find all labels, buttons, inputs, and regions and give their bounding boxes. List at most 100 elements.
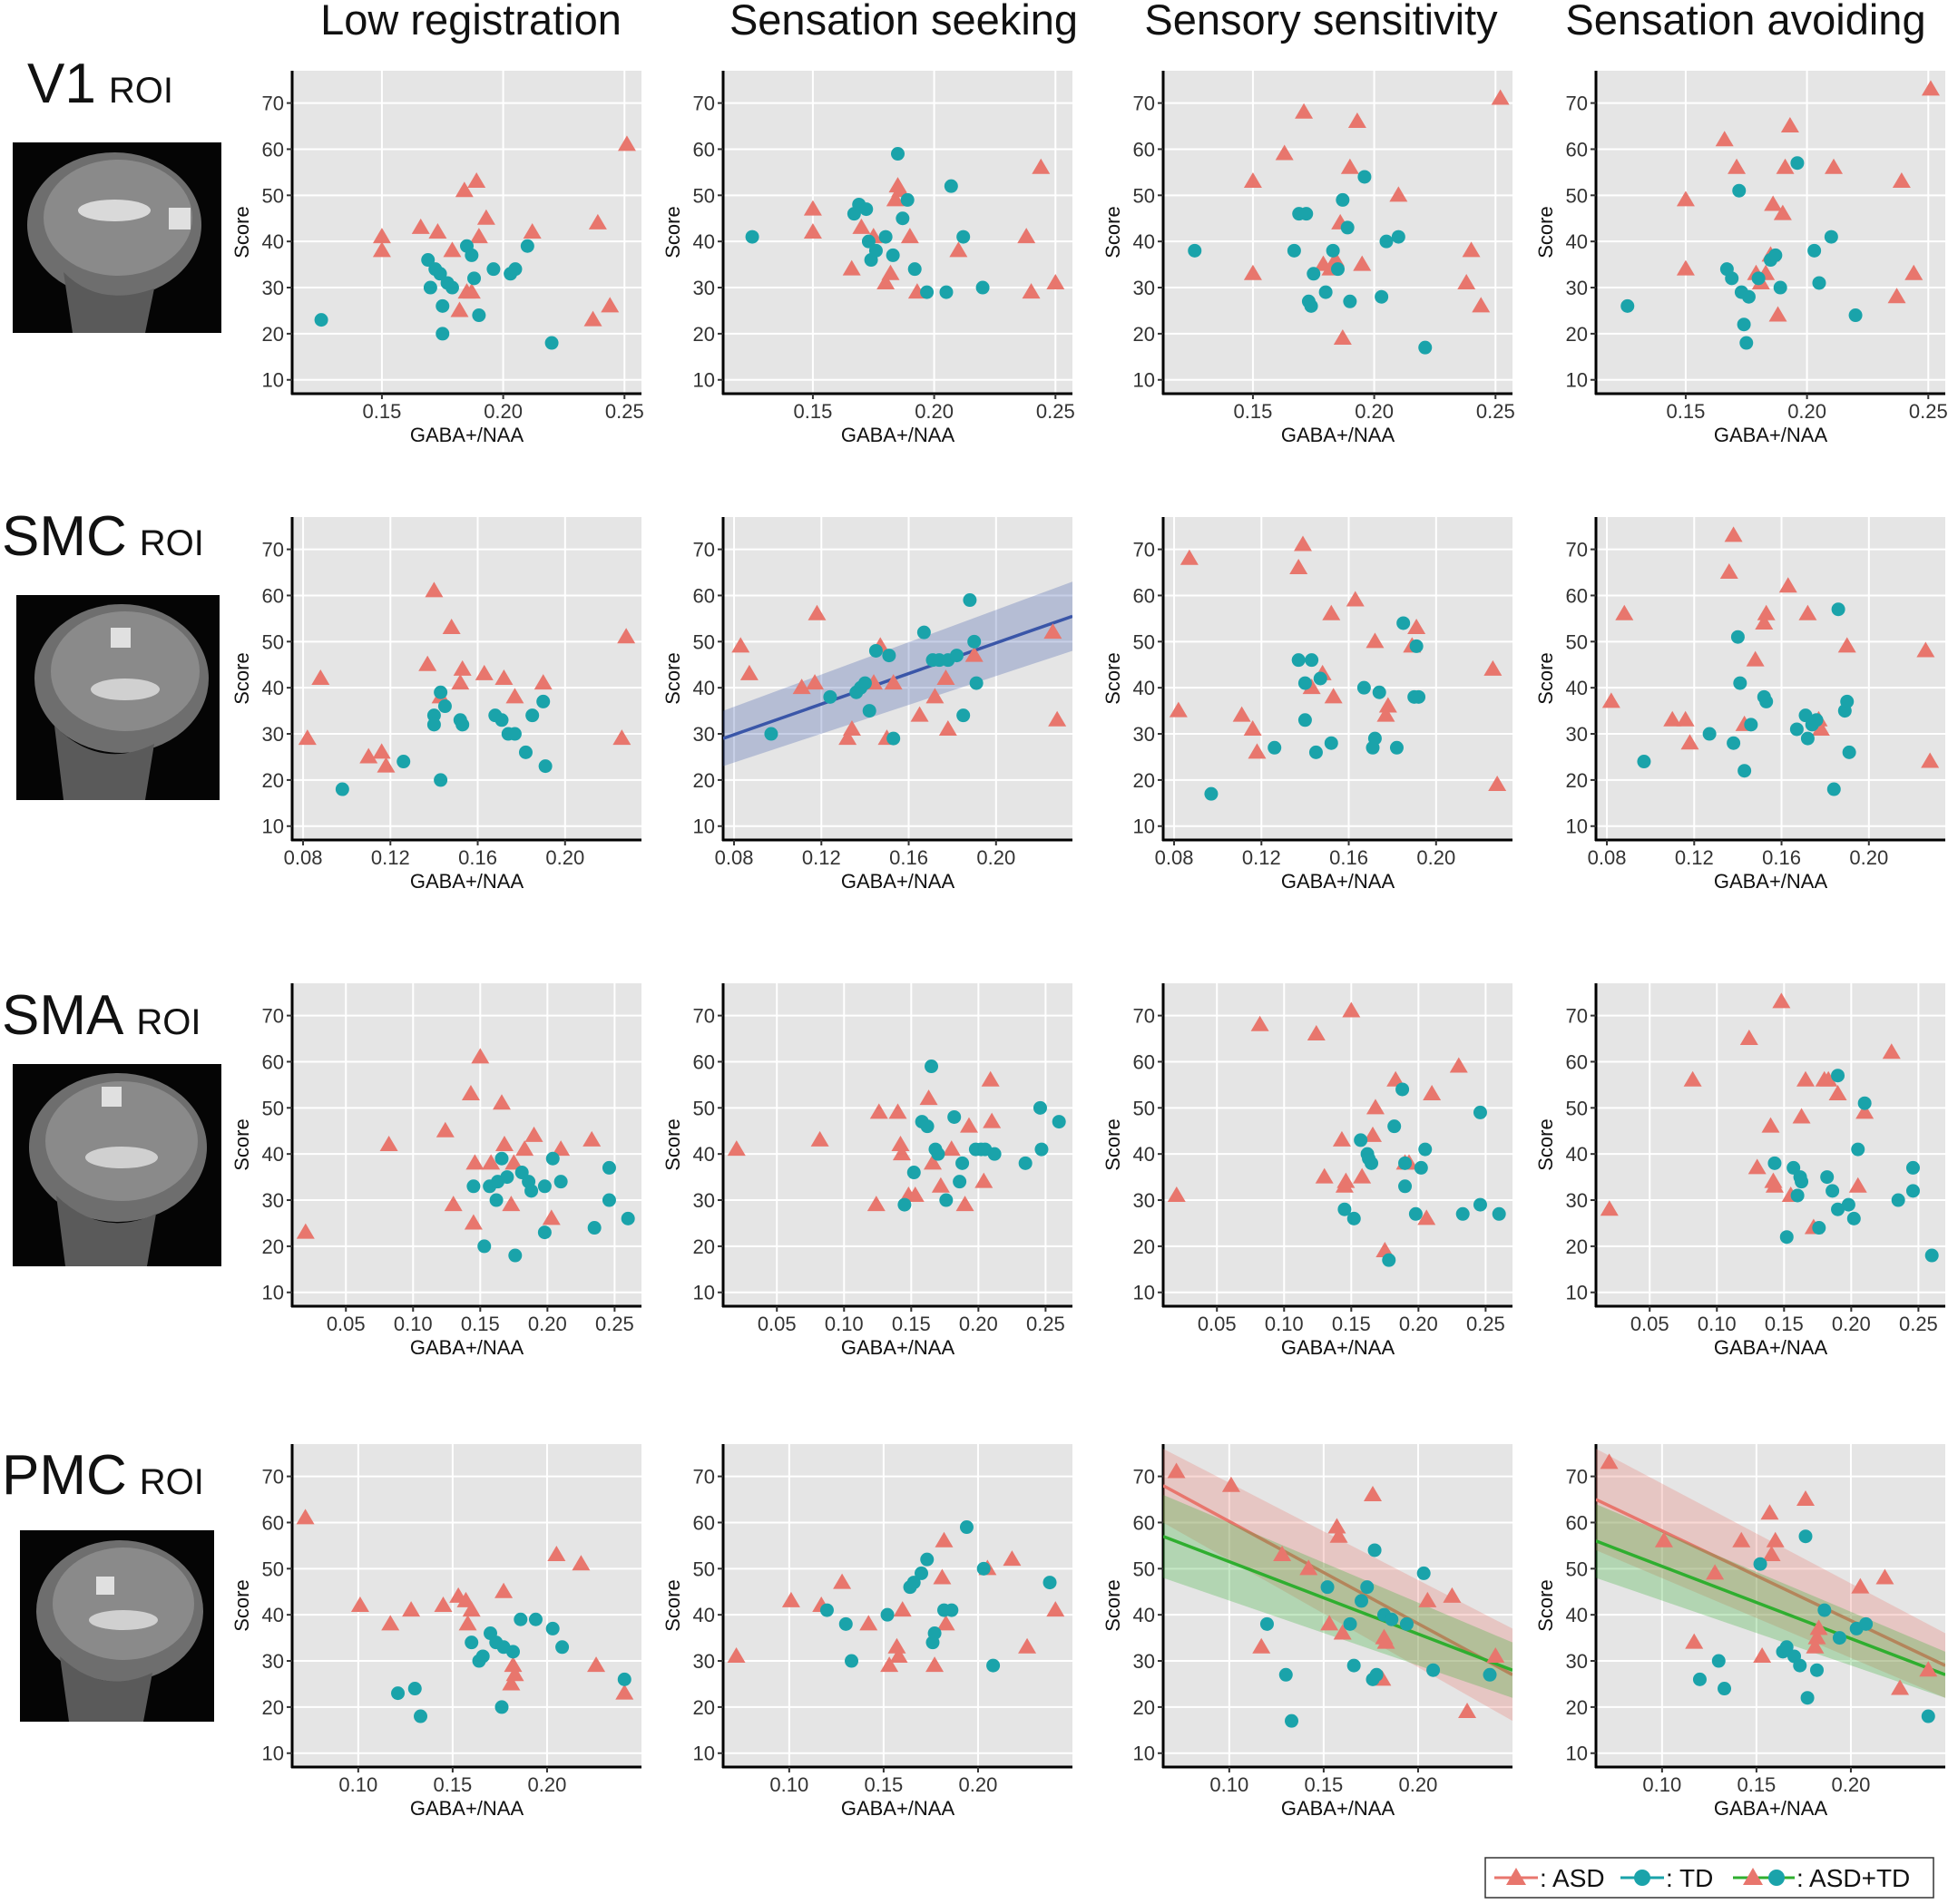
td-point	[1779, 1640, 1794, 1655]
y-axis-title: Score	[230, 652, 253, 704]
asd-point	[1458, 1702, 1477, 1718]
asd-point	[1676, 190, 1695, 207]
asd-point	[296, 1509, 315, 1525]
y-tick-label: 20	[1133, 1696, 1155, 1719]
asd-point	[1761, 1117, 1780, 1133]
scatter-panels: 0.15 0.20 0.25 10 20 30 40 50 60 70 GABA+/NAA Score…	[230, 71, 1948, 1820]
asd-point	[1685, 1633, 1704, 1649]
series-td	[466, 1151, 635, 1263]
asd-point	[425, 581, 444, 598]
asd-point	[1376, 1633, 1395, 1649]
td-point	[1848, 308, 1863, 323]
asd-point	[1243, 264, 1262, 280]
asd-point	[1773, 204, 1792, 220]
mri-thumbnail-v1	[13, 142, 221, 333]
asd-point	[1232, 706, 1251, 722]
asd-point	[377, 757, 396, 773]
asd-point	[876, 273, 896, 289]
td-point	[475, 1649, 490, 1664]
scatter-panel-r1-c2: 0.08 0.12 0.16 0.20 10 20 30 40 50 60 70 GABA+/NAA S…	[1101, 517, 1512, 893]
td-point	[1800, 1691, 1815, 1705]
asd-point	[1753, 1646, 1772, 1663]
asd-point	[1739, 1030, 1758, 1046]
td-point	[1718, 1682, 1732, 1696]
asd-point	[418, 655, 437, 671]
y-tick-label: 40	[1566, 677, 1588, 699]
asd-point	[1221, 1476, 1240, 1492]
td-point	[1379, 234, 1394, 249]
y-tick-label: 30	[1566, 723, 1588, 746]
series-td	[314, 239, 559, 350]
y-tick-label: 60	[693, 138, 715, 161]
td-point	[538, 759, 553, 774]
y-tick-label: 70	[1566, 93, 1588, 115]
asd-point	[949, 241, 968, 258]
x-tick-label: 0.20	[959, 1773, 998, 1796]
col-title-low-registration: Low registration	[320, 0, 622, 44]
asd-point	[1273, 1546, 1292, 1562]
asd-point	[936, 1615, 955, 1631]
y-tick-label: 30	[1566, 1650, 1588, 1673]
td-point	[433, 267, 447, 281]
asd-point	[1919, 1661, 1938, 1677]
y-tick-label: 10	[693, 815, 715, 838]
panel-background	[292, 517, 641, 840]
td-point	[1841, 1197, 1855, 1212]
td-point	[1052, 1115, 1066, 1129]
td-point	[1396, 616, 1411, 630]
asd-point	[905, 1186, 925, 1202]
asd-point	[1443, 1587, 1462, 1603]
td-point	[407, 1682, 422, 1696]
asd-point	[1755, 613, 1774, 630]
asd-point	[866, 1196, 886, 1212]
td-point	[907, 262, 922, 277]
y-tick-label: 40	[262, 1143, 284, 1166]
y-tick-label: 10	[693, 1743, 715, 1765]
asd-point	[910, 706, 929, 722]
y-tick-label: 20	[1133, 1235, 1155, 1258]
asd-point	[1855, 1103, 1875, 1119]
y-tick-label: 70	[1566, 539, 1588, 561]
asd-point	[886, 190, 905, 207]
td-point	[953, 1175, 967, 1189]
confidence-band	[723, 581, 1072, 766]
regression-asd	[1163, 1449, 1512, 1722]
td-point	[1416, 1566, 1431, 1580]
td-point	[1399, 1616, 1414, 1631]
asd-point	[931, 1177, 950, 1193]
y-tick-label: 10	[262, 1282, 284, 1304]
x-tick-label: 0.16	[1762, 846, 1801, 869]
asd-point	[1320, 1615, 1339, 1631]
td-point	[897, 1197, 912, 1212]
confidence-band	[1163, 1449, 1512, 1722]
td-point	[508, 1248, 523, 1263]
x-axis-title: GABA+/NAA	[1714, 1797, 1828, 1820]
asd-point	[1252, 1637, 1271, 1654]
y-tick-label: 10	[1566, 1743, 1588, 1765]
asd-point	[1600, 1453, 1619, 1469]
roi-label-pmc: PMC ROI	[2, 1444, 204, 1507]
td-point	[1483, 1667, 1497, 1682]
y-tick-label: 30	[262, 277, 284, 299]
td-point	[959, 1520, 974, 1535]
td-point	[434, 685, 448, 699]
td-point	[1846, 1211, 1861, 1225]
x-axis-title: GABA+/NAA	[1281, 1797, 1395, 1820]
regression-combined_fit	[1596, 1504, 1945, 1698]
td-point	[1831, 602, 1845, 617]
asd-point	[964, 646, 984, 662]
asd-point	[938, 719, 957, 736]
td-point	[436, 327, 450, 341]
td-point	[945, 1603, 959, 1617]
legend-combined-label: : ASD+TD	[1796, 1864, 1910, 1892]
td-point	[823, 689, 837, 704]
x-tick-label: 0.20	[1832, 1773, 1871, 1796]
y-tick-label: 70	[262, 93, 284, 115]
x-tick-label: 0.15	[363, 400, 402, 423]
series-td	[819, 1520, 1057, 1673]
x-tick-label: 0.05	[758, 1313, 797, 1335]
td-point	[486, 262, 501, 277]
x-tick-label: 0.20	[1416, 846, 1455, 869]
asd-point	[1792, 1108, 1811, 1124]
y-tick-label: 70	[262, 1466, 284, 1489]
